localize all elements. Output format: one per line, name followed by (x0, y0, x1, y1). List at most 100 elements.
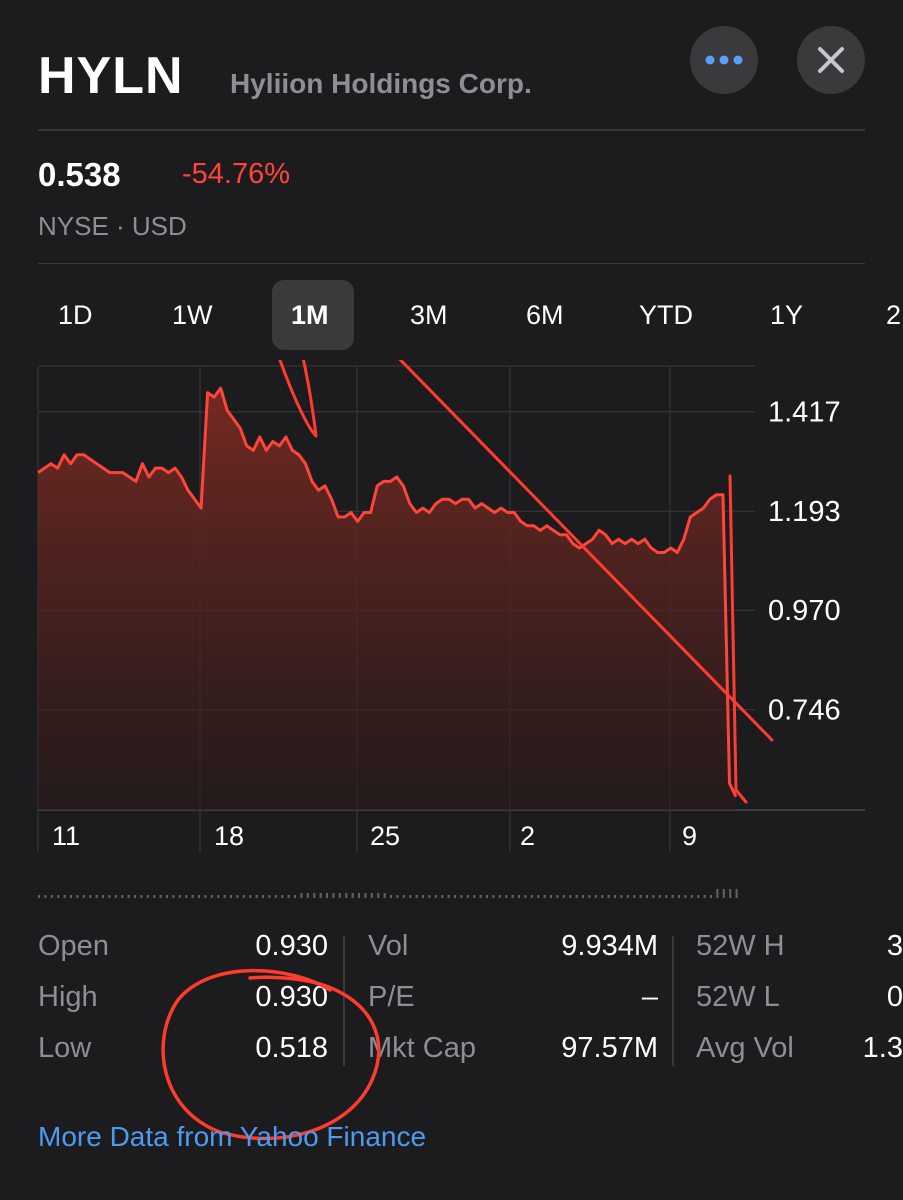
volume-bar (338, 893, 341, 898)
x-axis-label: 25 (370, 821, 400, 851)
volume-bar (530, 895, 533, 898)
y-axis-label: 0.970 (768, 595, 841, 627)
volume-bar (652, 895, 655, 898)
volume-bar (63, 895, 66, 898)
volume-bar (326, 893, 328, 898)
volume-bar (108, 895, 111, 898)
volume-bar (204, 895, 207, 898)
stats-column-2: Vol 9.934M P/E – Mkt Cap 97.57M (368, 930, 658, 1083)
volume-bar (345, 893, 348, 898)
stats-divider (343, 936, 345, 1066)
volume-bar (159, 895, 162, 898)
volume-bar (166, 895, 168, 898)
volume-bar (415, 895, 418, 898)
volume-bar (614, 895, 616, 898)
volume-bar (249, 895, 252, 898)
volume-bar (722, 889, 725, 898)
close-button[interactable] (797, 26, 865, 94)
range-tab-6m[interactable]: 6M (526, 299, 564, 330)
volume-bar (716, 889, 719, 898)
range-tab-1w[interactable]: 1W (172, 299, 213, 330)
volume-bar (178, 895, 181, 898)
volume-bar (658, 895, 661, 898)
stat-label: Vol (368, 930, 409, 962)
volume-bar (255, 895, 258, 898)
volume-bar (351, 893, 354, 898)
volume-bar (332, 893, 335, 898)
volume-bar (198, 895, 200, 898)
handwritten-circle (161, 968, 381, 1141)
y-axis-label: 1.417 (768, 397, 841, 429)
stat-value: 3 (886, 930, 903, 962)
y-axis-label: 0.746 (768, 695, 841, 727)
exchange-currency: NYSE · USD (38, 211, 187, 241)
volume-strip (38, 889, 738, 898)
volume-bar (390, 895, 392, 898)
volume-bar (230, 895, 232, 898)
volume-bar (102, 895, 104, 898)
stat-label: Low (38, 1032, 92, 1064)
more-options-button[interactable] (690, 26, 758, 94)
volume-bar (582, 895, 584, 898)
range-tab-2y[interactable]: 2 (886, 299, 902, 330)
stat-row-mkt-cap: Mkt Cap 97.57M (368, 1032, 658, 1083)
range-tab-1d[interactable]: 1D (58, 299, 93, 330)
price-change-percent: -54.76% (182, 158, 291, 190)
volume-bar (550, 895, 552, 898)
volume-bar (313, 893, 316, 898)
volume-bar (684, 895, 687, 898)
volume-bar (370, 893, 373, 898)
volume-bar (607, 895, 610, 898)
volume-bar (729, 889, 732, 898)
volume-bar (671, 895, 674, 898)
range-tab-3m[interactable]: 3M (410, 299, 448, 330)
volume-bar (697, 895, 700, 898)
volume-bar (44, 895, 47, 898)
volume-bar (319, 893, 322, 898)
stat-label: High (38, 981, 98, 1013)
volume-bar (185, 895, 188, 898)
yahoo-finance-link[interactable]: More Data from Yahoo Finance (38, 1121, 427, 1152)
stat-row-avg-vol: Avg Vol 1.3 (696, 1032, 903, 1083)
volume-bar (287, 895, 290, 898)
range-tab-1m[interactable]: 1M (291, 299, 329, 330)
price-chart[interactable]: 1.417 1.193 0.970 0.746 11 18 25 2 9 (0, 360, 903, 860)
volume-bar (153, 895, 156, 898)
volume-bar (70, 895, 72, 898)
volume-bar (134, 895, 136, 898)
volume-bar (262, 895, 264, 898)
range-tab-1y[interactable]: 1Y (770, 299, 804, 330)
range-selection-highlight (272, 280, 354, 350)
stat-value: 0.518 (255, 1032, 328, 1064)
x-axis-label: 9 (682, 821, 697, 851)
stat-value: – (641, 981, 658, 1013)
volume-bar (409, 895, 412, 898)
volume-bar (89, 895, 92, 898)
stat-value: 9.934M (561, 930, 658, 962)
volume-bar (575, 895, 578, 898)
volume-bar (479, 895, 482, 898)
stat-value: 0 (886, 981, 903, 1013)
volume-bar (402, 895, 405, 898)
volume-bar (82, 895, 85, 898)
stat-row-low: Low 0.518 (38, 1032, 328, 1083)
volume-bar (710, 895, 712, 898)
stat-row-52w-low: 52W L 0 (696, 981, 903, 1032)
stat-label: P/E (368, 981, 415, 1013)
volume-bar (441, 895, 444, 898)
volume-bar (210, 895, 213, 898)
volume-bar (678, 895, 680, 898)
stat-row-52w-high: 52W H 3 (696, 930, 903, 981)
volume-bar (588, 895, 591, 898)
volume-bar (242, 895, 245, 898)
y-axis-labels: 1.417 1.193 0.970 0.746 (768, 397, 841, 727)
volume-bar (543, 895, 546, 898)
volume-bar (300, 893, 303, 898)
range-tab-ytd[interactable]: YTD (639, 299, 693, 330)
stats-column-1: Open 0.930 High 0.930 Low 0.518 (38, 930, 328, 1083)
stat-row-vol: Vol 9.934M (368, 930, 658, 981)
quote-divider (38, 263, 865, 264)
volume-bar (626, 895, 629, 898)
volume-bar (498, 895, 501, 898)
volume-bar (383, 893, 386, 898)
